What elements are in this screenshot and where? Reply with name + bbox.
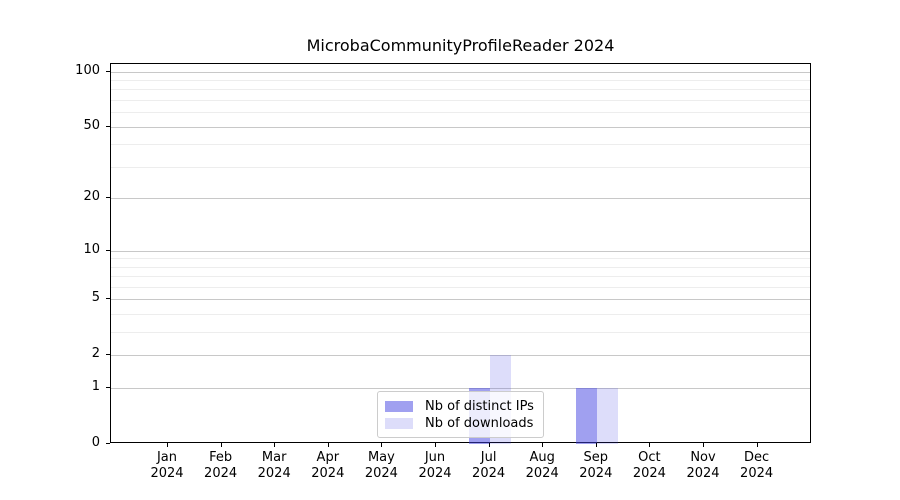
legend-label-distinct-ips: Nb of distinct IPs <box>425 398 534 414</box>
legend-label-downloads: Nb of downloads <box>425 415 534 431</box>
x-tick-label: Dec 2024 <box>740 450 774 481</box>
x-tick-label: Nov 2024 <box>686 450 720 481</box>
gridline-minor <box>111 314 810 316</box>
gridline-minor <box>111 100 810 102</box>
x-tick-mark <box>542 443 544 447</box>
y-tick-mark <box>106 249 110 251</box>
y-tick-mark <box>106 70 110 72</box>
x-tick-mark <box>756 443 758 447</box>
y-tick-label: 2 <box>91 346 100 362</box>
gridline-minor <box>111 266 810 268</box>
gridline-minor <box>111 276 810 278</box>
y-tick-label: 20 <box>83 189 100 205</box>
y-tick-label: 100 <box>75 62 100 78</box>
y-tick-label: 5 <box>91 290 100 306</box>
y-tick-label: 1 <box>91 379 100 395</box>
x-tick-mark <box>595 443 597 447</box>
gridline-major <box>111 355 810 357</box>
x-tick-label: Apr 2024 <box>311 450 345 481</box>
x-tick-label: Jan 2024 <box>150 450 184 481</box>
bar-distinct-ips-sep <box>575 388 597 444</box>
gridline-minor <box>111 80 810 81</box>
x-tick-mark <box>435 443 436 447</box>
x-tick-label: Sep 2024 <box>579 450 613 481</box>
x-tick-mark <box>703 443 704 447</box>
gridline-major <box>111 126 810 128</box>
x-tick-mark <box>327 443 329 447</box>
gridline-minor <box>111 332 810 334</box>
x-tick-mark <box>220 443 222 447</box>
y-tick-mark <box>106 125 110 127</box>
chart-title: MicrobaCommunityProfileReader 2024 <box>306 36 615 55</box>
gridline-major <box>111 388 810 390</box>
x-tick-label: Jul 2024 <box>472 450 506 481</box>
legend-item-distinct-ips: Nb of distinct IPs <box>385 398 535 414</box>
x-tick-mark <box>167 443 168 447</box>
plot-area: Nb of distinct IPs Nb of downloads <box>110 63 811 444</box>
legend-item-downloads: Nb of downloads <box>385 415 535 431</box>
x-tick-mark <box>274 443 276 447</box>
x-tick-label: May 2024 <box>364 450 398 481</box>
y-tick-mark <box>106 387 110 389</box>
gridline-major <box>111 250 810 252</box>
gridline-minor <box>111 166 810 168</box>
gridline-minor <box>111 144 810 146</box>
bar-downloads-sep <box>596 388 618 444</box>
y-tick-label: 10 <box>83 241 100 257</box>
x-tick-label: Mar 2024 <box>257 450 291 481</box>
gridline-minor <box>111 89 810 91</box>
x-tick-label: Feb 2024 <box>204 450 238 481</box>
gridline-major <box>111 71 810 73</box>
y-tick-mark <box>106 443 110 444</box>
x-tick-label: Aug 2024 <box>525 450 559 481</box>
gridline-major <box>111 198 810 200</box>
y-tick-label: 50 <box>83 117 100 133</box>
y-tick-mark <box>106 298 110 300</box>
y-tick-mark <box>106 197 110 199</box>
gridline-minor <box>111 258 810 260</box>
x-tick-label: Jun 2024 <box>418 450 452 481</box>
x-tick-mark <box>381 443 383 447</box>
legend-swatch-downloads <box>385 417 413 429</box>
y-tick-mark <box>106 354 110 356</box>
legend: Nb of distinct IPs Nb of downloads <box>377 391 544 438</box>
gridline-minor <box>111 112 810 114</box>
gridline-major <box>111 299 810 301</box>
x-tick-label: Oct 2024 <box>632 450 666 481</box>
y-tick-label: 0 <box>91 435 100 450</box>
gridline-minor <box>111 287 810 288</box>
x-tick-mark <box>649 443 651 447</box>
legend-swatch-distinct-ips <box>385 400 413 412</box>
x-tick-mark <box>488 443 490 447</box>
